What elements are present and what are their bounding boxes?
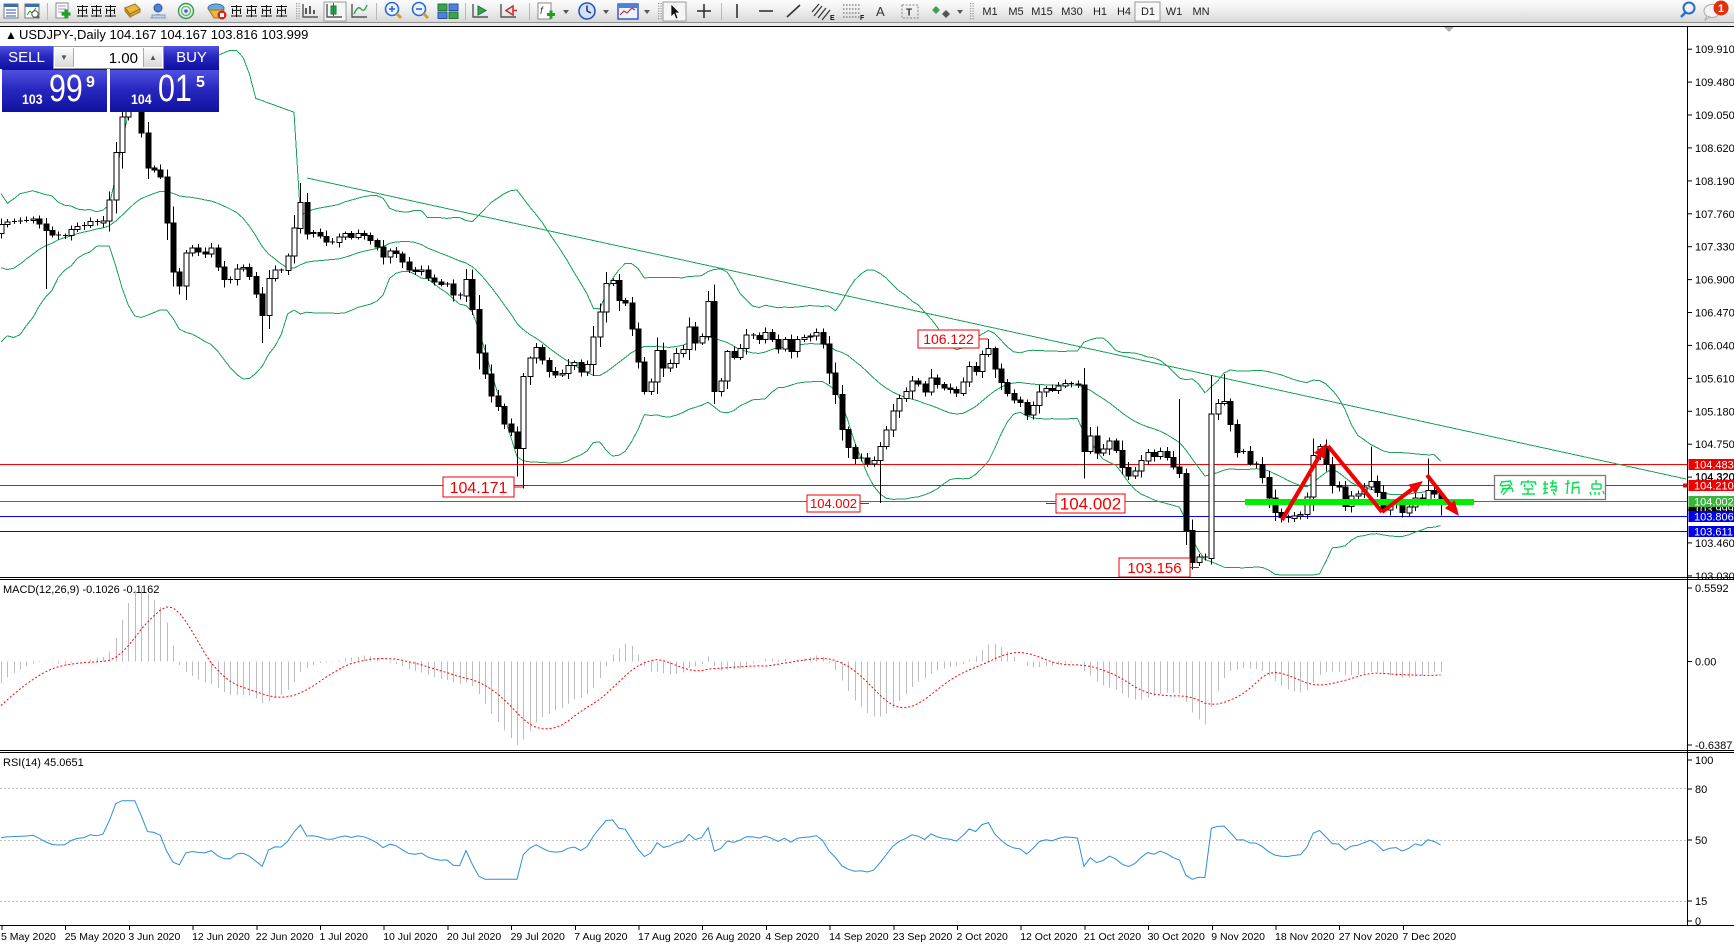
svg-text:M1: M1 xyxy=(982,6,997,18)
svg-text:0: 0 xyxy=(1695,916,1701,928)
svg-text:E: E xyxy=(830,15,835,22)
svg-text:105.180: 105.180 xyxy=(1695,406,1734,418)
svg-text:D1: D1 xyxy=(1141,6,1155,18)
svg-text:26 Aug 2020: 26 Aug 2020 xyxy=(702,931,761,943)
svg-text:M30: M30 xyxy=(1061,6,1082,18)
svg-text:-0.6387: -0.6387 xyxy=(1695,740,1732,752)
svg-text:12 Oct 2020: 12 Oct 2020 xyxy=(1020,931,1077,943)
svg-text:18 Nov 2020: 18 Nov 2020 xyxy=(1275,931,1335,943)
svg-text:29 Jul 2020: 29 Jul 2020 xyxy=(511,931,565,943)
svg-text:27 Nov 2020: 27 Nov 2020 xyxy=(1339,931,1399,943)
svg-text:M5: M5 xyxy=(1008,6,1023,18)
svg-text:104.002: 104.002 xyxy=(1694,497,1734,509)
svg-text:104.002: 104.002 xyxy=(1060,495,1121,514)
svg-text:109.480: 109.480 xyxy=(1695,77,1734,89)
svg-text:15: 15 xyxy=(1695,896,1707,908)
svg-text:30 Oct 2020: 30 Oct 2020 xyxy=(1148,931,1205,943)
svg-text:109.910: 109.910 xyxy=(1695,44,1734,56)
svg-text:21 Oct 2020: 21 Oct 2020 xyxy=(1084,931,1141,943)
svg-text:17 Aug 2020: 17 Aug 2020 xyxy=(638,931,697,943)
svg-text:9 Nov 2020: 9 Nov 2020 xyxy=(1211,931,1265,943)
svg-text:104.171: 104.171 xyxy=(450,480,508,497)
svg-text:F: F xyxy=(860,15,865,22)
svg-text:3 Jun 2020: 3 Jun 2020 xyxy=(128,931,180,943)
svg-text:105.610: 105.610 xyxy=(1695,373,1734,385)
svg-text:103.806: 103.806 xyxy=(1694,512,1734,524)
svg-text:RSI(14) 45.0651: RSI(14) 45.0651 xyxy=(3,757,84,769)
svg-text:14 Sep 2020: 14 Sep 2020 xyxy=(829,931,889,943)
svg-text:103.460: 103.460 xyxy=(1695,538,1734,550)
svg-text:MACD(12,26,9) -0.1026 -0.1162: MACD(12,26,9) -0.1026 -0.1162 xyxy=(3,584,159,596)
svg-text:1: 1 xyxy=(1718,3,1724,15)
svg-text:106.470: 106.470 xyxy=(1695,308,1734,320)
svg-text:107.760: 107.760 xyxy=(1695,209,1734,221)
svg-text:7 Aug 2020: 7 Aug 2020 xyxy=(574,931,627,943)
svg-text:10 Jul 2020: 10 Jul 2020 xyxy=(383,931,437,943)
svg-text:106.900: 106.900 xyxy=(1695,275,1734,287)
svg-text:MN: MN xyxy=(1192,6,1209,18)
svg-text:50: 50 xyxy=(1695,835,1707,847)
svg-text:4 Sep 2020: 4 Sep 2020 xyxy=(765,931,819,943)
svg-text:22 Jun 2020: 22 Jun 2020 xyxy=(256,931,314,943)
svg-text:5 May 2020: 5 May 2020 xyxy=(1,931,56,943)
svg-text:2 Oct 2020: 2 Oct 2020 xyxy=(957,931,1009,943)
svg-text:108.620: 108.620 xyxy=(1695,143,1734,155)
svg-text:T: T xyxy=(906,8,912,19)
svg-text:0.5592: 0.5592 xyxy=(1695,583,1729,595)
svg-text:▲: ▲ xyxy=(5,28,17,42)
svg-text:1 Jul 2020: 1 Jul 2020 xyxy=(320,931,369,943)
svg-text:104.750: 104.750 xyxy=(1695,439,1734,451)
svg-text:104.210: 104.210 xyxy=(1694,481,1734,493)
svg-text:M15: M15 xyxy=(1031,6,1052,18)
svg-text:W1: W1 xyxy=(1166,6,1183,18)
svg-text:104.002: 104.002 xyxy=(810,496,857,511)
svg-text:25 May 2020: 25 May 2020 xyxy=(65,931,126,943)
svg-text:23 Sep 2020: 23 Sep 2020 xyxy=(893,931,953,943)
svg-text:f: f xyxy=(540,6,544,17)
svg-text:7 Dec 2020: 7 Dec 2020 xyxy=(1402,931,1456,943)
svg-text:108.190: 108.190 xyxy=(1695,176,1734,188)
svg-text:107.330: 107.330 xyxy=(1695,242,1734,254)
svg-text:H4: H4 xyxy=(1117,6,1131,18)
svg-text:103.156: 103.156 xyxy=(1127,560,1181,577)
svg-text:0.00: 0.00 xyxy=(1695,657,1716,669)
svg-text:103.030: 103.030 xyxy=(1695,571,1734,583)
svg-text:100: 100 xyxy=(1695,755,1713,767)
svg-text:106.122: 106.122 xyxy=(923,331,974,347)
svg-text:12 Jun 2020: 12 Jun 2020 xyxy=(192,931,250,943)
svg-text:104.483: 104.483 xyxy=(1694,460,1734,472)
svg-text:USDJPY-,Daily 104.167 104.167: USDJPY-,Daily 104.167 104.167 103.816 10… xyxy=(19,27,308,42)
svg-text:20 Jul 2020: 20 Jul 2020 xyxy=(447,931,501,943)
svg-text:H1: H1 xyxy=(1093,6,1107,18)
svg-text:103.611: 103.611 xyxy=(1694,527,1733,539)
svg-text:109.050: 109.050 xyxy=(1695,110,1734,122)
svg-text:A: A xyxy=(876,4,885,19)
svg-text:80: 80 xyxy=(1695,784,1707,796)
svg-text:106.040: 106.040 xyxy=(1695,340,1734,352)
